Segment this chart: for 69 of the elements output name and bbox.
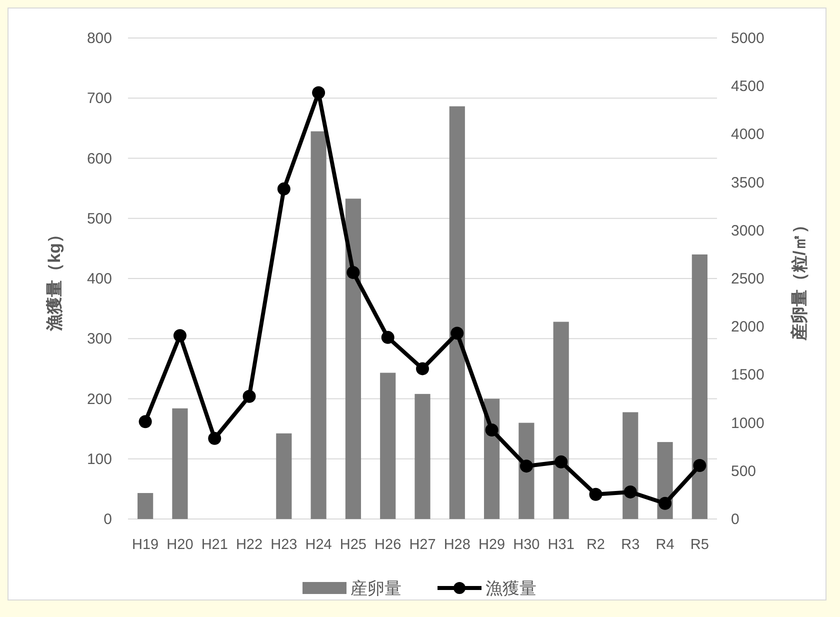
point bbox=[693, 458, 706, 472]
y2-tick-label: 4500 bbox=[731, 78, 764, 96]
x-tick-label: H29 bbox=[478, 537, 506, 553]
x-tick-label: R5 bbox=[690, 537, 709, 553]
y-tick-label: 700 bbox=[86, 90, 112, 108]
point bbox=[450, 326, 464, 340]
point bbox=[242, 390, 256, 403]
bar bbox=[310, 131, 326, 519]
point bbox=[520, 460, 533, 473]
legend-label: 産卵量 bbox=[350, 579, 402, 598]
x-tick-label: H27 bbox=[409, 537, 436, 553]
bar bbox=[414, 394, 430, 519]
point bbox=[589, 488, 602, 501]
bar bbox=[345, 198, 361, 519]
bar bbox=[276, 433, 292, 519]
x-tick-label: H24 bbox=[305, 537, 332, 553]
x-tick-label: H31 bbox=[548, 537, 574, 553]
point bbox=[658, 496, 672, 510]
point bbox=[346, 266, 360, 279]
point bbox=[173, 329, 186, 342]
x-tick-label: H26 bbox=[374, 537, 402, 553]
bar bbox=[449, 106, 465, 519]
y2-tick-label: 2500 bbox=[731, 270, 764, 288]
y2-tick-label: 3000 bbox=[731, 222, 764, 240]
bar bbox=[622, 412, 638, 519]
point bbox=[277, 182, 290, 196]
y2-tick-label: 2000 bbox=[731, 318, 764, 336]
y-tick-label: 400 bbox=[86, 270, 112, 288]
point bbox=[624, 485, 637, 498]
y2-tick-label: 1000 bbox=[731, 414, 764, 432]
x-tick-label: R2 bbox=[586, 537, 606, 553]
point bbox=[416, 362, 429, 376]
y2-tick-label: 0 bbox=[731, 511, 740, 528]
y2-axis-title: 産卵量（粒/㎡） bbox=[790, 216, 809, 342]
y2-tick-label: 500 bbox=[731, 462, 756, 480]
x-tick-label: H23 bbox=[270, 537, 298, 553]
bar bbox=[553, 322, 569, 519]
y2-tick-label: 3500 bbox=[731, 174, 764, 192]
point bbox=[208, 432, 222, 445]
point bbox=[138, 415, 152, 428]
y-tick-label: 800 bbox=[86, 30, 112, 47]
y2-tick-label: 1500 bbox=[731, 366, 764, 384]
y2-tick-label: 5000 bbox=[731, 30, 764, 47]
bar bbox=[138, 493, 154, 519]
y-tick-label: 0 bbox=[104, 511, 112, 528]
y-tick-label: 200 bbox=[86, 390, 112, 408]
x-tick-label: H21 bbox=[201, 537, 228, 553]
y-tick-label: 500 bbox=[86, 210, 112, 228]
x-tick-label: H20 bbox=[166, 537, 194, 553]
legend-label: 漁獲量 bbox=[486, 579, 536, 598]
point bbox=[312, 86, 326, 100]
point bbox=[381, 330, 394, 344]
point bbox=[554, 455, 568, 468]
bar bbox=[172, 408, 188, 519]
x-tick-label: H25 bbox=[340, 537, 367, 553]
y-tick-label: 300 bbox=[86, 330, 112, 348]
y-axis-title: 漁獲量（kg） bbox=[45, 226, 64, 332]
x-tick-label: H28 bbox=[444, 537, 470, 553]
bar bbox=[380, 372, 396, 519]
y-tick-label: 600 bbox=[86, 150, 112, 168]
x-tick-label: R3 bbox=[621, 537, 640, 553]
x-tick-label: H22 bbox=[236, 537, 263, 553]
point bbox=[485, 424, 498, 437]
y2-tick-label: 4000 bbox=[731, 126, 764, 144]
x-tick-label: R4 bbox=[656, 537, 674, 553]
x-tick-label: H19 bbox=[132, 537, 159, 553]
bar bbox=[692, 254, 708, 519]
y-tick-label: 100 bbox=[86, 450, 112, 468]
x-tick-label: H30 bbox=[513, 537, 540, 553]
